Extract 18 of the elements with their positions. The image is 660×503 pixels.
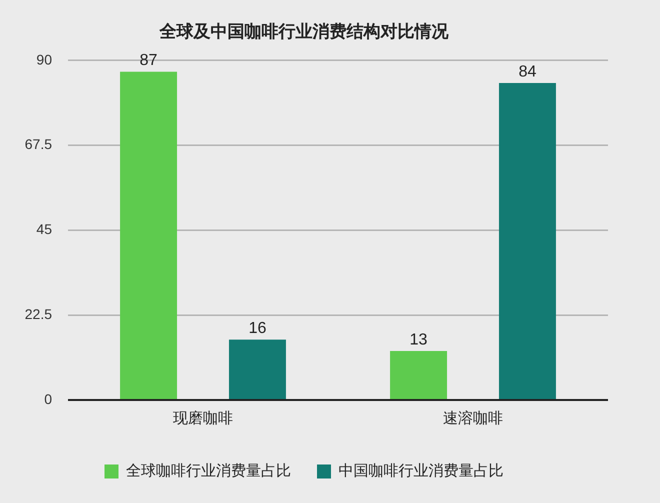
y-tick-label: 45: [36, 221, 52, 238]
data-label: 16: [248, 320, 266, 338]
x-tick-label: 现磨咖啡: [173, 410, 233, 428]
y-tick-label: 90: [36, 51, 52, 68]
data-label: 87: [140, 52, 158, 70]
chart-title: 全球及中国咖啡行业消费结构对比情况: [158, 22, 450, 41]
y-tick-label: 67.5: [24, 136, 52, 152]
x-tick-label: 速溶咖啡: [443, 410, 503, 428]
bar: [498, 83, 556, 399]
y-tick-label: 22.5: [24, 306, 52, 322]
legend-label: 中国咖啡行业消费量占比: [338, 462, 504, 480]
y-tick-label: 0: [44, 390, 52, 407]
bar: [228, 340, 286, 399]
data-label: 13: [410, 331, 428, 348]
data-label: 84: [518, 63, 536, 80]
legend-label: 全球咖啡行业消费量占比: [126, 462, 291, 480]
bar: [120, 72, 178, 399]
bar: [390, 350, 448, 399]
